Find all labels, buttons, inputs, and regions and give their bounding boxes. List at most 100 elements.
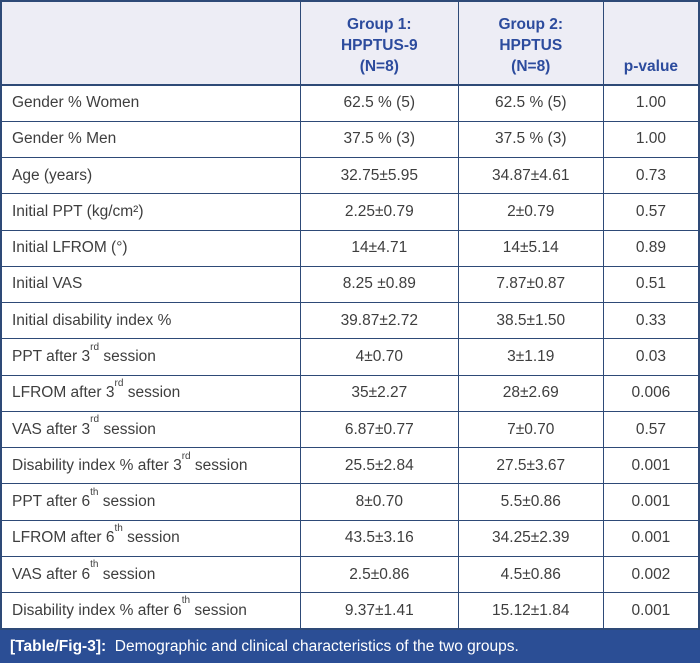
group2-value-cell: 38.5±1.50 — [457, 302, 604, 340]
pvalue-cell: 0.57 — [602, 410, 700, 449]
row-label-text: PPT after 3 — [12, 347, 91, 365]
group2-value-cell: 34.25±2.39 — [457, 519, 604, 557]
group2-value-cell: 62.5 % (5) — [457, 84, 604, 122]
group2-value-cell: 4.5±0.86 — [457, 555, 604, 594]
table-row: PPT after 3rd session 4±0.70 3±1.19 0.03 — [0, 338, 700, 376]
group1-value-cell: 32.75±5.95 — [299, 157, 459, 195]
table-row: Disability index % after 3rd session 25.… — [0, 447, 700, 485]
row-label-superscript: rd — [181, 450, 191, 462]
row-label-cell: Age (years) — [0, 157, 301, 195]
row-label-cell: VAS after 3rd session — [0, 410, 301, 449]
group2-value-cell: 34.87±4.61 — [457, 157, 604, 195]
row-label-text-rest: session — [99, 347, 156, 365]
row-label-cell: Initial disability index % — [0, 302, 301, 340]
row-label-text-rest: session — [190, 456, 248, 474]
pvalue-cell: 1.00 — [602, 120, 700, 159]
row-label-text: Age (years) — [12, 166, 93, 184]
row-label-cell: Initial LFROM (°) — [0, 229, 301, 267]
group1-value-cell: 2.25±0.79 — [299, 193, 459, 231]
header-pvalue-cell: p-value — [602, 0, 700, 86]
header-group2-cell: Group 2: HPPTUS (N=8) — [457, 0, 604, 86]
row-label-cell: Gender % Men — [0, 120, 301, 159]
group2-value-cell: 7.87±0.87 — [457, 265, 604, 304]
table-row: Initial PPT (kg/cm²) 2.25±0.79 2±0.79 0.… — [0, 193, 700, 231]
table-row: VAS after 6th session 2.5±0.86 4.5±0.86 … — [0, 555, 700, 594]
row-label-cell: Disability index % after 6th session — [0, 592, 301, 630]
table-caption: [Table/Fig-3]: Demographic and clinical … — [0, 630, 700, 663]
group1-value-cell: 35±2.27 — [299, 374, 459, 412]
row-label-text: Gender % Men — [12, 130, 117, 148]
row-label-text-rest: session — [190, 601, 247, 619]
row-label-text-rest: session — [98, 565, 156, 583]
pvalue-cell: 0.006 — [602, 374, 700, 412]
table-row: Initial LFROM (°) 14±4.71 14±5.14 0.89 — [0, 229, 700, 267]
pvalue-cell: 0.03 — [602, 338, 700, 376]
row-label-text-rest: session — [99, 420, 156, 438]
group1-value-cell: 6.87±0.77 — [299, 410, 459, 449]
pvalue-cell: 0.57 — [602, 193, 700, 231]
group2-value-cell: 15.12±1.84 — [457, 592, 604, 630]
header-group1-cell: Group 1: HPPTUS-9 (N=8) — [299, 0, 459, 86]
table-row: Disability index % after 6th session 9.3… — [0, 592, 700, 630]
row-label-superscript: rd — [90, 414, 100, 426]
pvalue-cell: 0.89 — [602, 229, 700, 267]
row-label-cell: Disability index % after 3rd session — [0, 447, 301, 485]
table-row: LFROM after 3rd session 35±2.27 28±2.69 … — [0, 374, 700, 412]
row-label-text: Initial PPT (kg/cm²) — [12, 202, 144, 220]
pvalue-cell: 0.002 — [602, 555, 700, 594]
group1-value-cell: 4±0.70 — [299, 338, 459, 376]
row-label-cell: Initial PPT (kg/cm²) — [0, 193, 301, 231]
row-label-text: Initial VAS — [12, 275, 83, 293]
table-header: Group 1: HPPTUS-9 (N=8) Group 2: HPPTUS … — [0, 0, 700, 86]
table-body: Gender % Women 62.5 % (5) 62.5 % (5) 1.0… — [0, 84, 700, 630]
row-label-superscript: rd — [90, 341, 100, 353]
group1-value-cell: 62.5 % (5) — [299, 84, 459, 122]
pvalue-cell: 0.73 — [602, 157, 700, 195]
row-label-text: Disability index % after 6 — [12, 601, 182, 619]
pvalue-cell: 0.001 — [602, 592, 700, 630]
row-label-text-rest: session — [122, 529, 180, 547]
row-label-cell: PPT after 3rd session — [0, 338, 301, 376]
table-row: Gender % Women 62.5 % (5) 62.5 % (5) 1.0… — [0, 84, 700, 122]
table-row: Initial disability index % 39.87±2.72 38… — [0, 302, 700, 340]
table-row: Initial VAS 8.25 ±0.89 7.87±0.87 0.51 — [0, 265, 700, 304]
row-label-superscript: th — [114, 523, 123, 535]
group2-value-cell: 3±1.19 — [457, 338, 604, 376]
row-label-text: Disability index % after 3 — [12, 456, 182, 474]
row-label-text: Gender % Women — [12, 94, 140, 112]
demographics-table: Group 1: HPPTUS-9 (N=8) Group 2: HPPTUS … — [0, 0, 700, 630]
table-row: VAS after 3rd session 6.87±0.77 7±0.70 0… — [0, 410, 700, 449]
row-label-cell: Initial VAS — [0, 265, 301, 304]
group1-value-cell: 9.37±1.41 — [299, 592, 459, 630]
pvalue-cell: 0.33 — [602, 302, 700, 340]
row-label-text: VAS after 6 — [12, 565, 91, 583]
row-label-text: Initial LFROM (°) — [12, 239, 128, 257]
pvalue-cell: 0.51 — [602, 265, 700, 304]
row-label-superscript: th — [90, 486, 99, 498]
group2-value-cell: 28±2.69 — [457, 374, 604, 412]
row-label-text: VAS after 3 — [12, 420, 91, 438]
group2-value-cell: 37.5 % (3) — [457, 120, 604, 159]
header-empty-cell — [0, 0, 301, 86]
row-label-text-rest: session — [98, 493, 156, 511]
row-label-text-rest: session — [123, 384, 181, 402]
group1-value-cell: 43.5±3.16 — [299, 519, 459, 557]
row-label-text: LFROM after 6 — [12, 529, 115, 547]
row-label-text: PPT after 6 — [12, 493, 91, 511]
group2-value-cell: 5.5±0.86 — [457, 483, 604, 521]
caption-tag: [Table/Fig-3]: — [10, 637, 107, 655]
row-label-cell: VAS after 6th session — [0, 555, 301, 594]
table-row: Age (years) 32.75±5.95 34.87±4.61 0.73 — [0, 157, 700, 195]
row-label-superscript: rd — [114, 378, 124, 390]
pvalue-cell: 1.00 — [602, 84, 700, 122]
row-label-superscript: th — [181, 595, 191, 607]
row-label-cell: LFROM after 3rd session — [0, 374, 301, 412]
group1-value-cell: 37.5 % (3) — [299, 120, 459, 159]
group1-value-cell: 2.5±0.86 — [299, 555, 459, 594]
table-row: PPT after 6th session 8±0.70 5.5±0.86 0.… — [0, 483, 700, 521]
group2-value-cell: 27.5±3.67 — [457, 447, 604, 485]
row-label-cell: LFROM after 6th session — [0, 519, 301, 557]
group1-value-cell: 14±4.71 — [299, 229, 459, 267]
pvalue-cell: 0.001 — [602, 447, 700, 485]
